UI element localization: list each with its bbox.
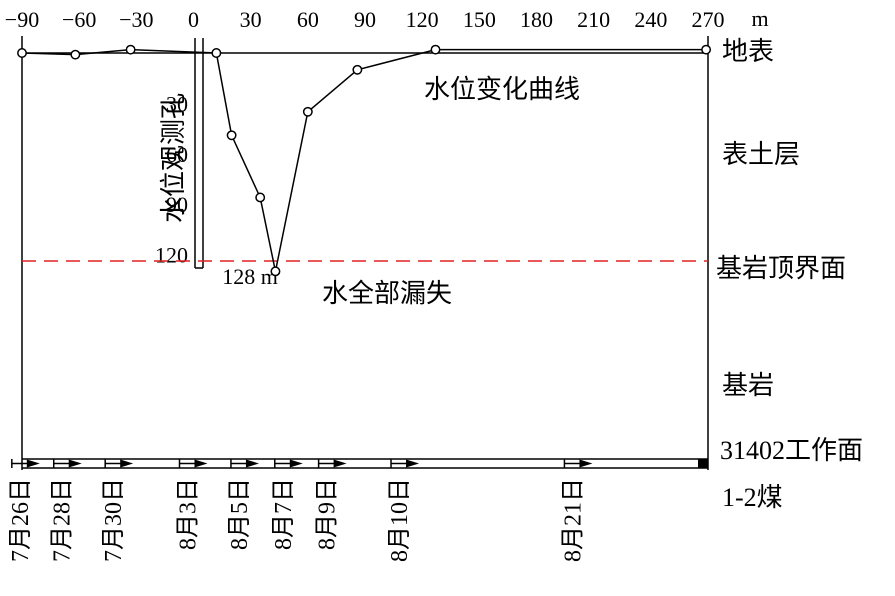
borehole-title: 水位观测孔 bbox=[159, 93, 188, 223]
advance-marker bbox=[390, 459, 420, 468]
curve-label: 水位变化曲线 bbox=[424, 75, 580, 104]
water-level-point bbox=[226, 130, 237, 141]
water-level-point bbox=[17, 48, 27, 58]
advance-marker bbox=[52, 459, 82, 468]
x-tick-label: 180 bbox=[520, 7, 553, 32]
x-axis-tick-labels: −90 −60 −30 0 30 60 90 120 150 180 210 240 270 bbox=[5, 7, 725, 32]
x-tick-label: 120 bbox=[406, 7, 439, 32]
x-axis-unit-label: m bbox=[751, 6, 768, 31]
water-level-point bbox=[270, 266, 281, 277]
advance-marker bbox=[11, 459, 40, 468]
water-level-point bbox=[70, 49, 81, 60]
date-labels: 7月26日 7月28日 7月30日 8月3日 8月5日 8月7日 8月9日 8月10日 8月21… bbox=[8, 478, 587, 562]
x-tick-label: 270 bbox=[692, 7, 725, 32]
water-level-points bbox=[17, 44, 712, 277]
depth-axis-tick-labels: 30 60 90 120 bbox=[155, 91, 188, 267]
x-tick-label: 210 bbox=[577, 7, 610, 32]
water-level-point bbox=[211, 48, 222, 58]
depth-tick-label: 60 bbox=[166, 142, 188, 167]
x-tick-label: 60 bbox=[297, 7, 319, 32]
date-label: 8月21日 bbox=[560, 478, 586, 562]
x-tick-label: −30 bbox=[119, 7, 153, 32]
advance-marker bbox=[563, 459, 593, 468]
advance-marker bbox=[104, 459, 134, 468]
x-tick-label: 240 bbox=[634, 7, 667, 32]
water-loss-label: 水全部漏失 bbox=[322, 279, 452, 308]
stratum-label-coal-seam: 1-2煤 bbox=[722, 483, 783, 512]
date-label: 7月30日 bbox=[101, 478, 127, 562]
date-label: 7月28日 bbox=[50, 478, 76, 562]
observation-borehole bbox=[194, 38, 204, 269]
advance-marker bbox=[230, 459, 259, 468]
advance-marker bbox=[317, 459, 347, 468]
date-label: 8月7日 bbox=[271, 478, 297, 550]
advance-marker bbox=[274, 459, 303, 468]
x-tick-label: 150 bbox=[463, 7, 496, 32]
water-level-point bbox=[255, 192, 266, 203]
x-tick-label: −90 bbox=[5, 7, 39, 32]
water-level-point bbox=[352, 64, 363, 75]
date-label: 8月3日 bbox=[176, 478, 202, 550]
stratum-label-ground-surface: 地表 bbox=[722, 37, 774, 66]
date-label: 8月9日 bbox=[315, 478, 341, 550]
working-face-bar bbox=[22, 458, 708, 469]
depth-tick-label: 30 bbox=[166, 91, 188, 116]
borehole-depth-label: 128 m bbox=[222, 264, 278, 289]
working-face-end-block bbox=[698, 459, 708, 468]
x-tick-label: −60 bbox=[62, 7, 96, 32]
stratum-label-bedrock: 基岩 bbox=[722, 371, 774, 400]
x-tick-label: 90 bbox=[354, 7, 376, 32]
water-level-point bbox=[701, 44, 712, 55]
water-level-curve bbox=[21, 48, 707, 272]
date-label: 8月10日 bbox=[387, 478, 413, 562]
advance-markers bbox=[11, 459, 593, 468]
date-label: 7月26日 bbox=[8, 478, 34, 562]
water-level-point bbox=[125, 44, 136, 55]
stratum-label-bedrock-top: 基岩顶界面 bbox=[716, 254, 846, 283]
depth-tick-label: 120 bbox=[155, 243, 188, 268]
x-tick-label: 0 bbox=[188, 7, 199, 32]
stratum-label-working-face: 31402工作面 bbox=[720, 436, 863, 465]
depth-tick-label: 90 bbox=[166, 192, 188, 217]
date-label: 8月5日 bbox=[227, 478, 253, 550]
water-level-point bbox=[302, 106, 313, 117]
water-level-point bbox=[430, 44, 441, 55]
stratum-label-topsoil: 表土层 bbox=[722, 140, 800, 169]
x-tick-label: 30 bbox=[240, 7, 262, 32]
advance-marker bbox=[178, 459, 208, 468]
